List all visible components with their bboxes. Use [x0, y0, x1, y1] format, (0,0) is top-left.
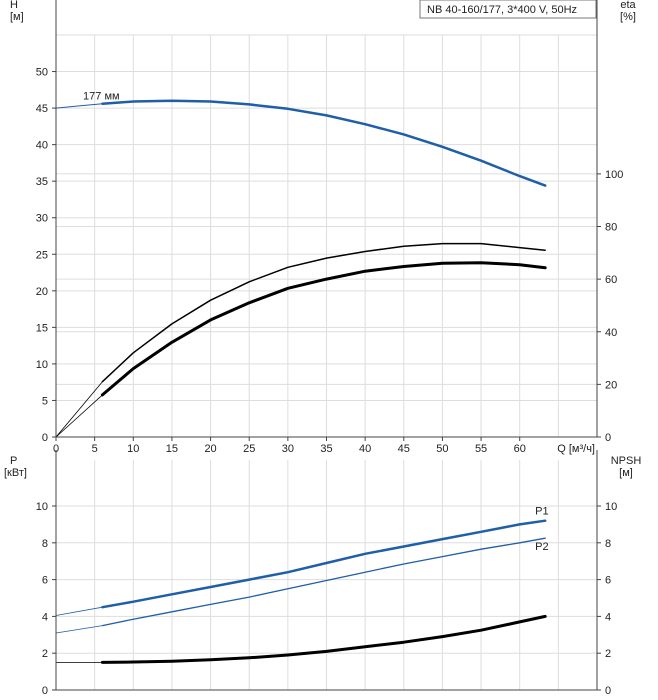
top-right-tick-label: 40: [605, 327, 617, 339]
bottom-annotation: P2: [535, 541, 548, 553]
x-tick-label: 15: [166, 443, 178, 455]
top-annotation: 177 мм: [83, 90, 120, 102]
x-tick-label: 45: [398, 443, 410, 455]
top-left-tick-label: 25: [36, 249, 48, 261]
top-series-line: [100, 261, 547, 397]
bottom-left-axis-title: P: [10, 455, 17, 467]
x-tick-label: 0: [53, 443, 59, 455]
top-right-tick-label: 80: [605, 222, 617, 234]
bottom-right-axis-title: NPSH: [611, 455, 642, 467]
x-axis-title: Q [м³/ч]: [557, 443, 595, 455]
top-panel-grid: [56, 34, 598, 437]
series-p2: [101, 537, 546, 627]
bottom-right-tick-label: 2: [605, 648, 611, 660]
bottom-panel-grid: [56, 460, 598, 690]
bottom-series-line: [55, 625, 103, 634]
top-left-tick-label: 0: [42, 432, 48, 444]
bottom-left-tick-label: 0: [42, 685, 48, 697]
top-left-tick-label: 40: [36, 140, 48, 152]
top-right-tick-label: 0: [605, 432, 611, 444]
bottom-right-tick-label: 10: [605, 501, 617, 513]
top-right-tick-label: 100: [605, 169, 623, 181]
series-layer: [55, 99, 547, 664]
x-tick-label: 50: [436, 443, 448, 455]
label-layer: 05101520253035404550020406080100H[м]eta[…: [4, 0, 641, 697]
top-series-line: [101, 242, 546, 383]
title-box: [419, 0, 597, 19]
top-left-tick-label: 45: [36, 103, 48, 115]
x-tick-label: 25: [243, 443, 255, 455]
top-series-line: [55, 103, 103, 109]
bottom-annotation: P1: [535, 505, 548, 517]
axis-layer: [52, 0, 601, 691]
bottom-right-tick-label: 6: [605, 575, 611, 587]
x-tick-label: 55: [475, 443, 487, 455]
chart-title: NB 40-160/177, 3*400 V, 50Hz: [427, 4, 577, 16]
bottom-left-tick-label: 4: [42, 611, 48, 623]
top-series-line: [55, 394, 103, 438]
top-left-tick-label: 30: [36, 213, 48, 225]
top-left-tick-label: 10: [36, 359, 48, 371]
series-177-мм: [101, 99, 547, 187]
top-right-tick-label: 20: [605, 379, 617, 391]
top-right-axis-title: eta: [620, 0, 636, 11]
x-tick-label: 35: [320, 443, 332, 455]
top-right-axis-unit: [%]: [620, 11, 636, 23]
top-left-tick-label: 15: [36, 322, 48, 334]
x-tick-label: 60: [514, 443, 526, 455]
series-p1: [101, 519, 547, 609]
x-tick-label: 30: [282, 443, 294, 455]
bottom-left-tick-label: 2: [42, 648, 48, 660]
bottom-series-line: [55, 606, 103, 616]
top-left-axis-title: H: [10, 0, 18, 11]
bottom-right-tick-label: 0: [605, 685, 611, 697]
top-left-tick-label: 35: [36, 176, 48, 188]
bottom-right-tick-label: 8: [605, 538, 611, 550]
top-left-tick-label: 50: [36, 67, 48, 79]
bottom-left-tick-label: 8: [42, 538, 48, 550]
top-series-line: [55, 381, 103, 438]
bottom-left-tick-label: 10: [36, 501, 48, 513]
top-right-tick-label: 60: [605, 274, 617, 286]
top-left-tick-label: 5: [42, 395, 48, 407]
bottom-left-axis-unit: [кВт]: [4, 467, 27, 479]
x-tick-label: 40: [359, 443, 371, 455]
x-tick-label: 10: [127, 443, 139, 455]
x-tick-label: 20: [204, 443, 216, 455]
bottom-right-axis-unit: [м]: [619, 467, 633, 479]
x-tick-label: 5: [92, 443, 98, 455]
bottom-right-tick-label: 4: [605, 611, 611, 623]
bottom-series-line: [100, 614, 547, 664]
top-left-tick-label: 20: [36, 286, 48, 298]
bottom-left-tick-label: 6: [42, 575, 48, 587]
top-left-axis-unit: [м]: [10, 11, 24, 23]
